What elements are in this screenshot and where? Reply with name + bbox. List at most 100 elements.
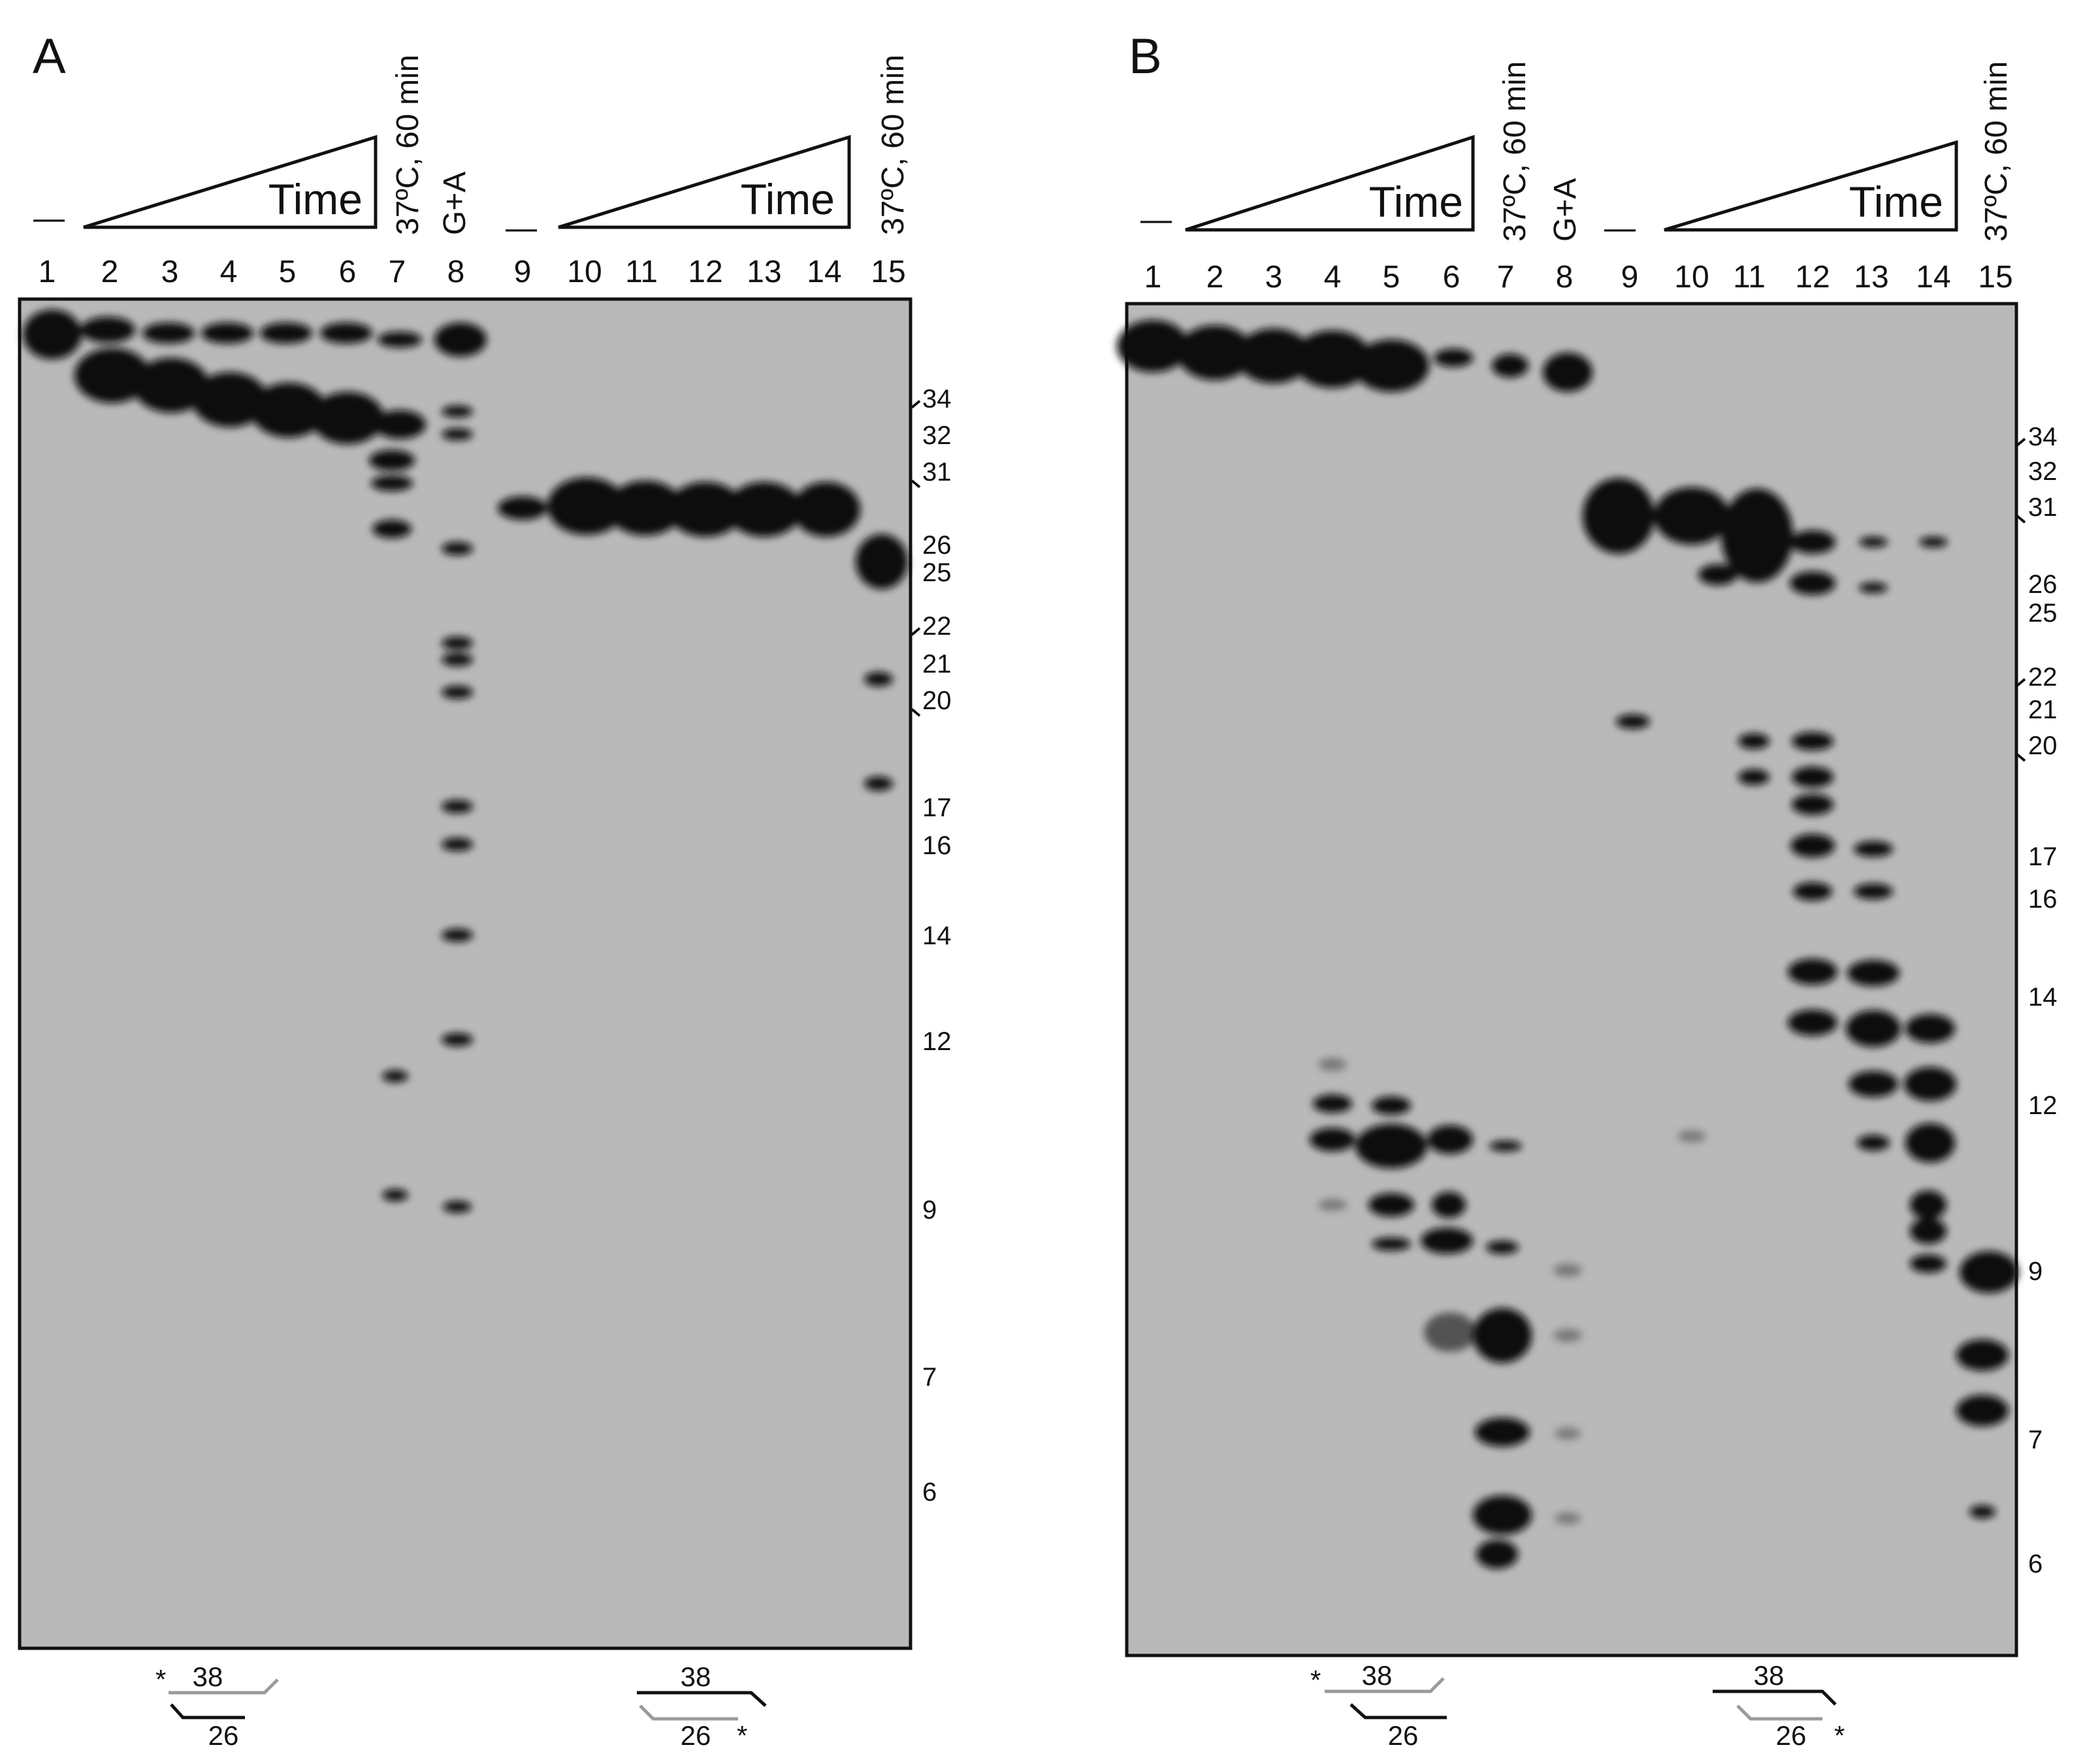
duplex-bottom-length: 26: [1388, 1720, 1419, 1751]
lane-number: 1: [39, 255, 56, 289]
size-marker: 26: [2028, 570, 2058, 599]
size-marker: 32: [2028, 457, 2058, 486]
lane-number: 13: [1854, 260, 1888, 295]
panel-a-condition-label-lane-15: 37ºC, 60 min: [876, 55, 911, 235]
size-marker: 25: [2028, 599, 2058, 628]
lane-number: 10: [1674, 260, 1709, 295]
panel-a-letter: A: [33, 29, 66, 84]
size-marker: 21: [2028, 695, 2058, 724]
lane-number: 1: [1144, 260, 1162, 295]
panel-b-gel-image: [1117, 302, 2018, 1657]
size-marker: 17: [2028, 842, 2058, 871]
panel-b-condition-label-lane-15: 37ºC, 60 min: [1979, 61, 2014, 242]
size-marker: 12: [2028, 1091, 2058, 1120]
size-marker: 9: [922, 1196, 937, 1224]
duplex-top-length: 38: [1754, 1660, 1785, 1691]
size-marker: 12: [922, 1027, 952, 1056]
lane-number: 15: [871, 255, 905, 289]
duplex-top-length: 38: [193, 1661, 223, 1692]
duplex-label-mark: *: [1310, 1665, 1321, 1695]
lane-number: 7: [1497, 260, 1515, 295]
lane-number: 4: [220, 255, 238, 289]
size-marker: 6: [2028, 1550, 2043, 1578]
lane-number: 6: [339, 255, 357, 289]
lane-number: 9: [514, 255, 532, 289]
panel-b-duplex-left: * 38 26: [1310, 1660, 1447, 1751]
panel-b-control-mark-left: —: [1140, 202, 1172, 237]
panel-b: B — — Time Time 37ºC, 60 min G+A 37ºC, 6…: [1117, 29, 2058, 1751]
lane-number: 3: [1265, 260, 1283, 295]
panel-b-time-wedge-left: [1185, 135, 1475, 232]
size-marker: 14: [2028, 983, 2058, 1012]
panel-b-time-wedge-right: [1664, 140, 1958, 232]
duplex-top-length: 38: [681, 1661, 711, 1692]
panel-a: A — — Time Time 37ºC, 60 min G+A 37ºC, 6…: [18, 29, 952, 1751]
duplex-label-mark: *: [155, 1664, 166, 1695]
size-marker: 7: [922, 1363, 937, 1392]
size-marker: 31: [922, 458, 952, 487]
panel-b-ladder-label: G+A: [1548, 178, 1583, 242]
lane-number: 5: [1383, 260, 1400, 295]
duplex-bottom-length: 26: [681, 1720, 711, 1751]
lane-number: 10: [567, 255, 602, 289]
size-marker: 22: [2028, 663, 2058, 692]
panel-a-lane-numbers: 1 2 3 4 5 6 7 8 9 10 11 12 13 14 15: [39, 255, 906, 289]
lane-number: 4: [1324, 260, 1342, 295]
panel-a-time-label-left: Time: [268, 175, 363, 223]
lane-number: 6: [1443, 260, 1461, 295]
lane-number: 2: [101, 255, 119, 289]
lane-number: 5: [279, 255, 297, 289]
size-marker: 32: [922, 421, 952, 450]
panel-a-size-markers: 34 32 31 26 25 22 21 20 17 16 14 12 9 7 …: [911, 385, 952, 1507]
panel-b-time-label-right: Time: [1849, 178, 1943, 226]
duplex-bottom-length: 26: [1776, 1720, 1807, 1751]
lane-number: 12: [1795, 260, 1830, 295]
panel-a-time-wedge-left: [83, 135, 378, 229]
panel-b-control-mark-right: —: [1604, 211, 1636, 246]
panel-b-size-markers: 34 32 31 26 25 22 21 20 17 16 14 12 9 7 …: [2016, 423, 2058, 1578]
size-marker: 21: [922, 650, 952, 679]
size-marker: 31: [2028, 493, 2058, 522]
panel-b-condition-label-lane-7: 37ºC, 60 min: [1498, 61, 1532, 242]
lane-number: 8: [447, 255, 465, 289]
lane-number: 3: [161, 255, 179, 289]
size-marker: 7: [2028, 1426, 2043, 1454]
panel-a-control-mark-left: —: [33, 201, 65, 236]
size-marker: 20: [922, 686, 952, 715]
size-marker: 17: [922, 793, 952, 822]
panel-a-ladder-label: G+A: [438, 172, 472, 235]
panel-a-condition-label-lane-7: 37ºC, 60 min: [391, 55, 425, 235]
panel-b-lane-numbers: 1 2 3 4 5 6 7 8 9 10 11 12 13 14 15: [1144, 260, 2013, 295]
size-marker: 22: [922, 612, 952, 641]
lane-number: 2: [1206, 260, 1224, 295]
duplex-bottom-length: 26: [208, 1720, 239, 1751]
panel-b-letter: B: [1129, 29, 1162, 84]
size-marker: 20: [2028, 731, 2058, 760]
panel-a-time-wedge-right: [558, 135, 851, 229]
size-marker: 6: [922, 1478, 937, 1507]
lane-number: 15: [1978, 260, 2012, 295]
size-marker: 34: [922, 385, 952, 413]
lane-number: 8: [1556, 260, 1574, 295]
size-marker: 16: [922, 831, 952, 860]
size-marker: 26: [922, 531, 952, 560]
panel-a-duplex-left: * 38 26: [155, 1661, 279, 1751]
lane-number: 7: [389, 255, 406, 289]
size-marker: 34: [2028, 423, 2058, 451]
panel-a-time-label-right: Time: [741, 175, 835, 223]
lane-number: 14: [1916, 260, 1950, 295]
duplex-label-mark: *: [1834, 1720, 1845, 1751]
panel-b-time-label-left: Time: [1369, 178, 1463, 226]
duplex-label-mark: *: [737, 1720, 747, 1751]
size-marker: 14: [922, 921, 952, 950]
lane-number: 13: [747, 255, 781, 289]
lane-number: 9: [1621, 260, 1639, 295]
panel-a-control-mark-right: —: [506, 211, 537, 246]
size-marker: 9: [2028, 1257, 2043, 1286]
lane-number: 14: [807, 255, 841, 289]
size-marker: 25: [922, 558, 952, 587]
panel-a-duplex-right: 38 26 *: [637, 1661, 767, 1751]
lane-number: 11: [625, 255, 658, 289]
panel-b-duplex-right: 38 26 *: [1713, 1660, 1845, 1751]
